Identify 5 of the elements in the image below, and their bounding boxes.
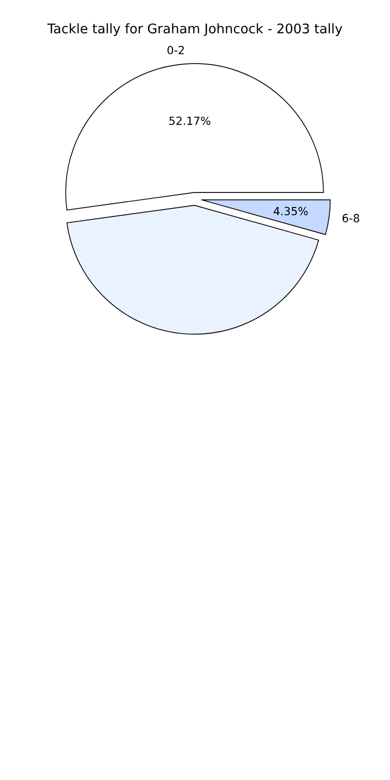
slice-label: 0-2 — [167, 46, 184, 54]
data-label: 52.17% — [169, 116, 210, 125]
chart-title: Tackle tally for Graham Johncock - 2003 tally — [47, 23, 342, 36]
slice-label: 6-8 — [342, 214, 360, 222]
data-label: 4.35% — [274, 206, 308, 216]
